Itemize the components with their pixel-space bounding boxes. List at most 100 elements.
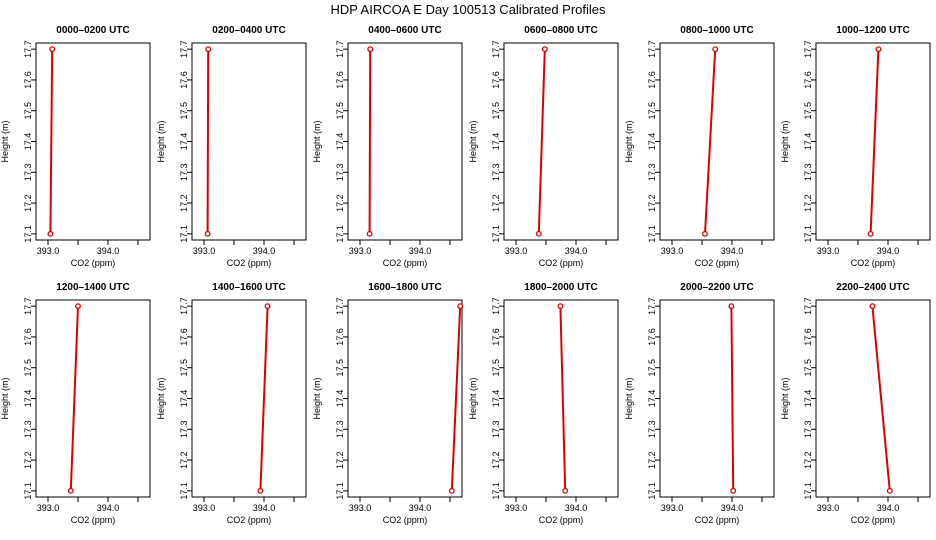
data-point [75,303,81,310]
profile-line [730,306,735,491]
y-tick-label: 17.6 [23,71,33,89]
data-point [47,230,54,237]
x-tick-label: 393.0 [193,246,216,256]
y-tick-label: 17.4 [491,390,501,408]
y-tick-label: 17.5 [335,102,345,120]
y-axis-label: Height (m) [780,377,790,419]
data-point [541,46,548,53]
y-tick-label: 17.1 [647,482,657,500]
plot-frame [659,299,775,498]
y-tick-label: 17.4 [803,390,813,408]
chart-panel: 1800–2000 UTC 393.0 394.0 17.1 17.2 17.3 17.4 1… [468,282,619,525]
y-tick-label: 17.2 [23,451,33,469]
y-tick-label: 17.6 [491,71,501,89]
y-axis-label: Height (m) [624,120,634,162]
data-point [867,230,874,237]
chart-panel: 2200–2400 UTC 393.0 394.0 17.1 17.2 17.3 17.4 1… [780,282,931,525]
y-tick-label: 17.3 [803,164,813,182]
y-tick-label: 17.2 [803,451,813,469]
y-tick-label: 17.5 [803,102,813,120]
x-tick-label: 393.0 [193,503,216,513]
plot-frame [191,299,307,498]
y-tick-label: 17.1 [491,482,501,500]
y-tick-label: 17.1 [491,225,501,243]
y-axis-label: Height (m) [156,120,166,162]
data-point [557,303,564,310]
y-tick-label: 17.1 [23,225,33,243]
y-tick-label: 17.4 [491,133,501,151]
panel-title: 2000–2200 UTC [680,282,753,293]
plot-frame [815,42,931,241]
y-tick-label: 17.6 [803,71,813,89]
y-axis-label: Height (m) [312,377,322,419]
y-axis-label: Height (m) [0,377,10,419]
y-tick-label: 17.6 [179,71,189,89]
y-tick-label: 17.2 [179,451,189,469]
y-tick-label: 17.7 [491,297,501,315]
y-tick-label: 17.7 [803,297,813,315]
x-axis-label: CO2 (ppm) [383,258,428,268]
data-point [264,303,271,310]
data-point [702,230,708,237]
x-axis-label: CO2 (ppm) [695,515,740,525]
y-tick-label: 17.5 [491,359,501,377]
x-tick-label: 394.0 [877,503,900,513]
y-axis-label: Height (m) [156,377,166,419]
data-point [730,487,737,494]
y-axis-label: Height (m) [468,120,478,162]
x-axis-label: CO2 (ppm) [851,258,896,268]
profile-line [259,306,269,491]
y-tick-label: 17.6 [647,71,657,89]
y-tick-label: 17.2 [647,451,657,469]
y-tick-label: 17.2 [179,194,189,212]
y-tick-label: 17.1 [803,225,813,243]
data-point [448,487,455,494]
panel-title: 0400–0600 UTC [368,25,441,36]
data-point [205,46,212,53]
y-tick-label: 17.7 [647,297,657,315]
data-point [712,46,719,53]
y-axis-label: Height (m) [312,120,322,162]
data-point [728,303,735,310]
y-tick-label: 17.5 [335,359,345,377]
profile-line [450,306,462,491]
y-tick-label: 17.7 [491,40,501,58]
y-tick-label: 17.4 [335,133,345,151]
x-tick-label: 394.0 [721,246,744,256]
x-axis-label: CO2 (ppm) [227,258,272,268]
chart-panel: 1400–1600 UTC 393.0 394.0 17.1 17.2 17.3 17.4 1… [156,282,307,525]
profile-line [49,49,54,234]
y-axis-label: Height (m) [780,120,790,162]
profile-line [869,49,880,234]
y-tick-label: 17.2 [647,194,657,212]
profile-line [559,306,567,491]
data-point [49,46,56,53]
y-tick-label: 17.3 [23,164,33,182]
panel-title: 0200–0400 UTC [212,25,285,36]
profile-line [206,49,210,234]
y-tick-label: 17.5 [803,359,813,377]
y-tick-label: 17.3 [335,164,345,182]
y-tick-label: 17.7 [23,297,33,315]
data-point [457,303,464,310]
panel-title: 0800–1000 UTC [680,25,753,36]
x-tick-label: 394.0 [409,503,432,513]
y-tick-label: 17.2 [491,451,501,469]
y-tick-label: 17.5 [179,359,189,377]
chart-panel: 0200–0400 UTC 393.0 394.0 17.1 17.2 17.3 17.4 1… [156,25,307,268]
figure-title: HDP AIRCOA E Day 100513 Calibrated Profi… [330,2,606,17]
profile-line [368,49,372,234]
y-tick-label: 17.5 [23,102,33,120]
y-tick-label: 17.2 [491,194,501,212]
y-tick-label: 17.5 [647,102,657,120]
y-tick-label: 17.4 [23,133,33,151]
profile-line [69,306,79,491]
plot-frame [347,42,463,241]
plot-frame [503,42,619,241]
y-tick-label: 17.7 [647,40,657,58]
x-axis-label: CO2 (ppm) [71,515,116,525]
y-tick-label: 17.5 [179,102,189,120]
y-tick-label: 17.6 [491,328,501,346]
x-axis-label: CO2 (ppm) [539,515,584,525]
